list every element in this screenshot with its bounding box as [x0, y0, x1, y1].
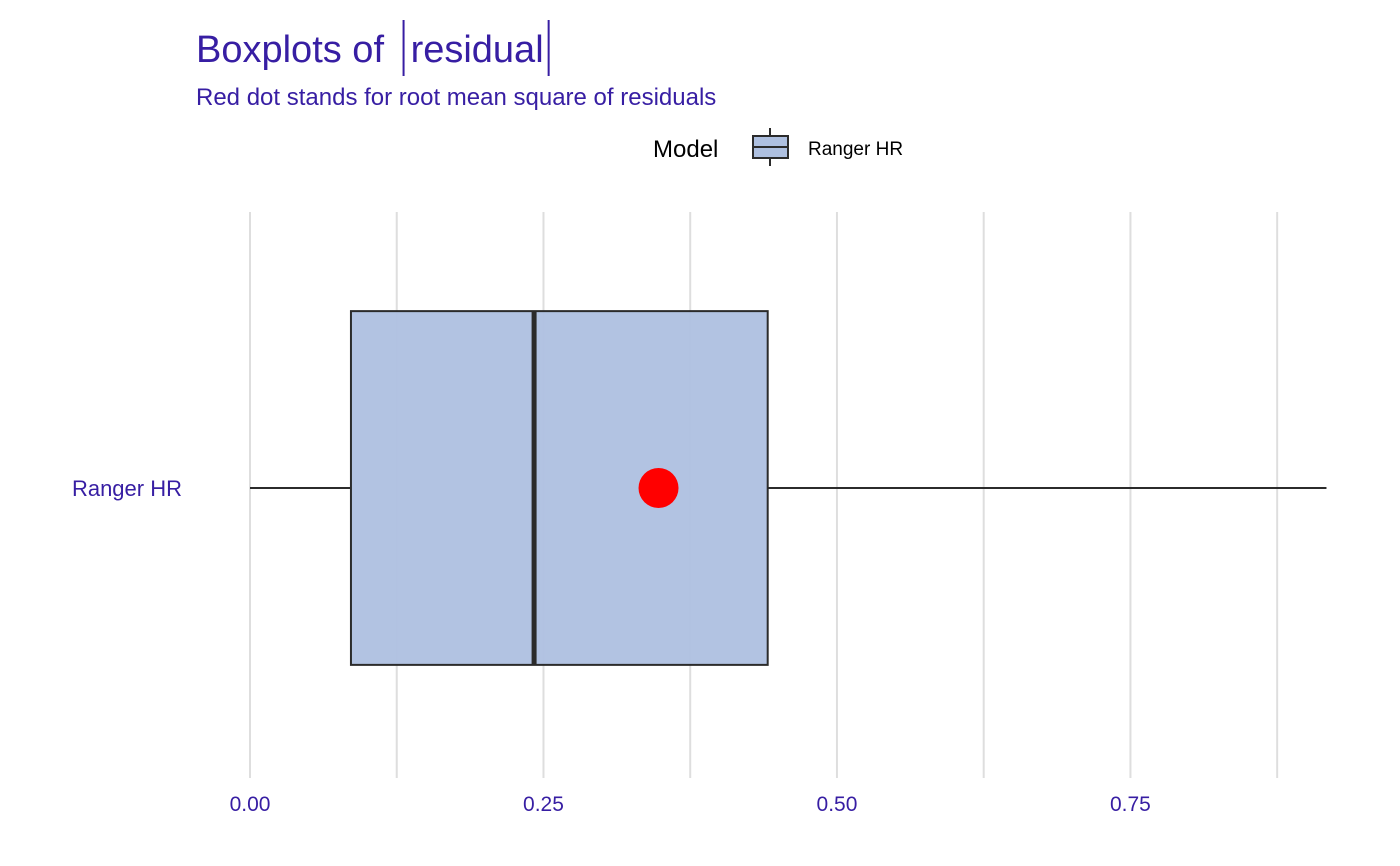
box-group [250, 310, 1327, 666]
y-axis-tick-labels: Ranger HR [72, 476, 182, 501]
chart-title-abs-label: residual [411, 29, 544, 71]
x-axis-tick-labels: 0.00 0.25 0.50 0.75 [230, 793, 1151, 816]
x-tick-label: 0.00 [230, 793, 271, 816]
legend: Model Ranger HR [653, 128, 903, 166]
x-tick-label: 0.75 [1110, 793, 1151, 816]
x-tick-label: 0.25 [523, 793, 564, 816]
chart-title: Boxplots of residual [196, 29, 544, 71]
rmse-dot [638, 468, 679, 508]
legend-title: Model [653, 136, 718, 163]
legend-label-ranger-hr: Ranger HR [808, 139, 903, 160]
chart-subtitle: Red dot stands for root mean square of r… [196, 84, 716, 111]
chart-title-prefix: Boxplots of [196, 29, 395, 71]
boxes [250, 310, 1327, 666]
y-tick-label: Ranger HR [72, 476, 182, 501]
iqr-box [349, 310, 769, 666]
legend-key [752, 128, 789, 166]
x-tick-label: 0.50 [817, 793, 858, 816]
